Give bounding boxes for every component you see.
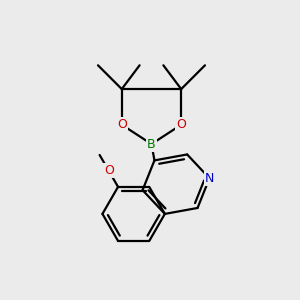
Text: B: B <box>147 138 156 151</box>
Text: O: O <box>117 118 127 131</box>
Text: N: N <box>205 172 214 185</box>
Text: O: O <box>176 118 186 131</box>
Text: O: O <box>104 164 114 177</box>
